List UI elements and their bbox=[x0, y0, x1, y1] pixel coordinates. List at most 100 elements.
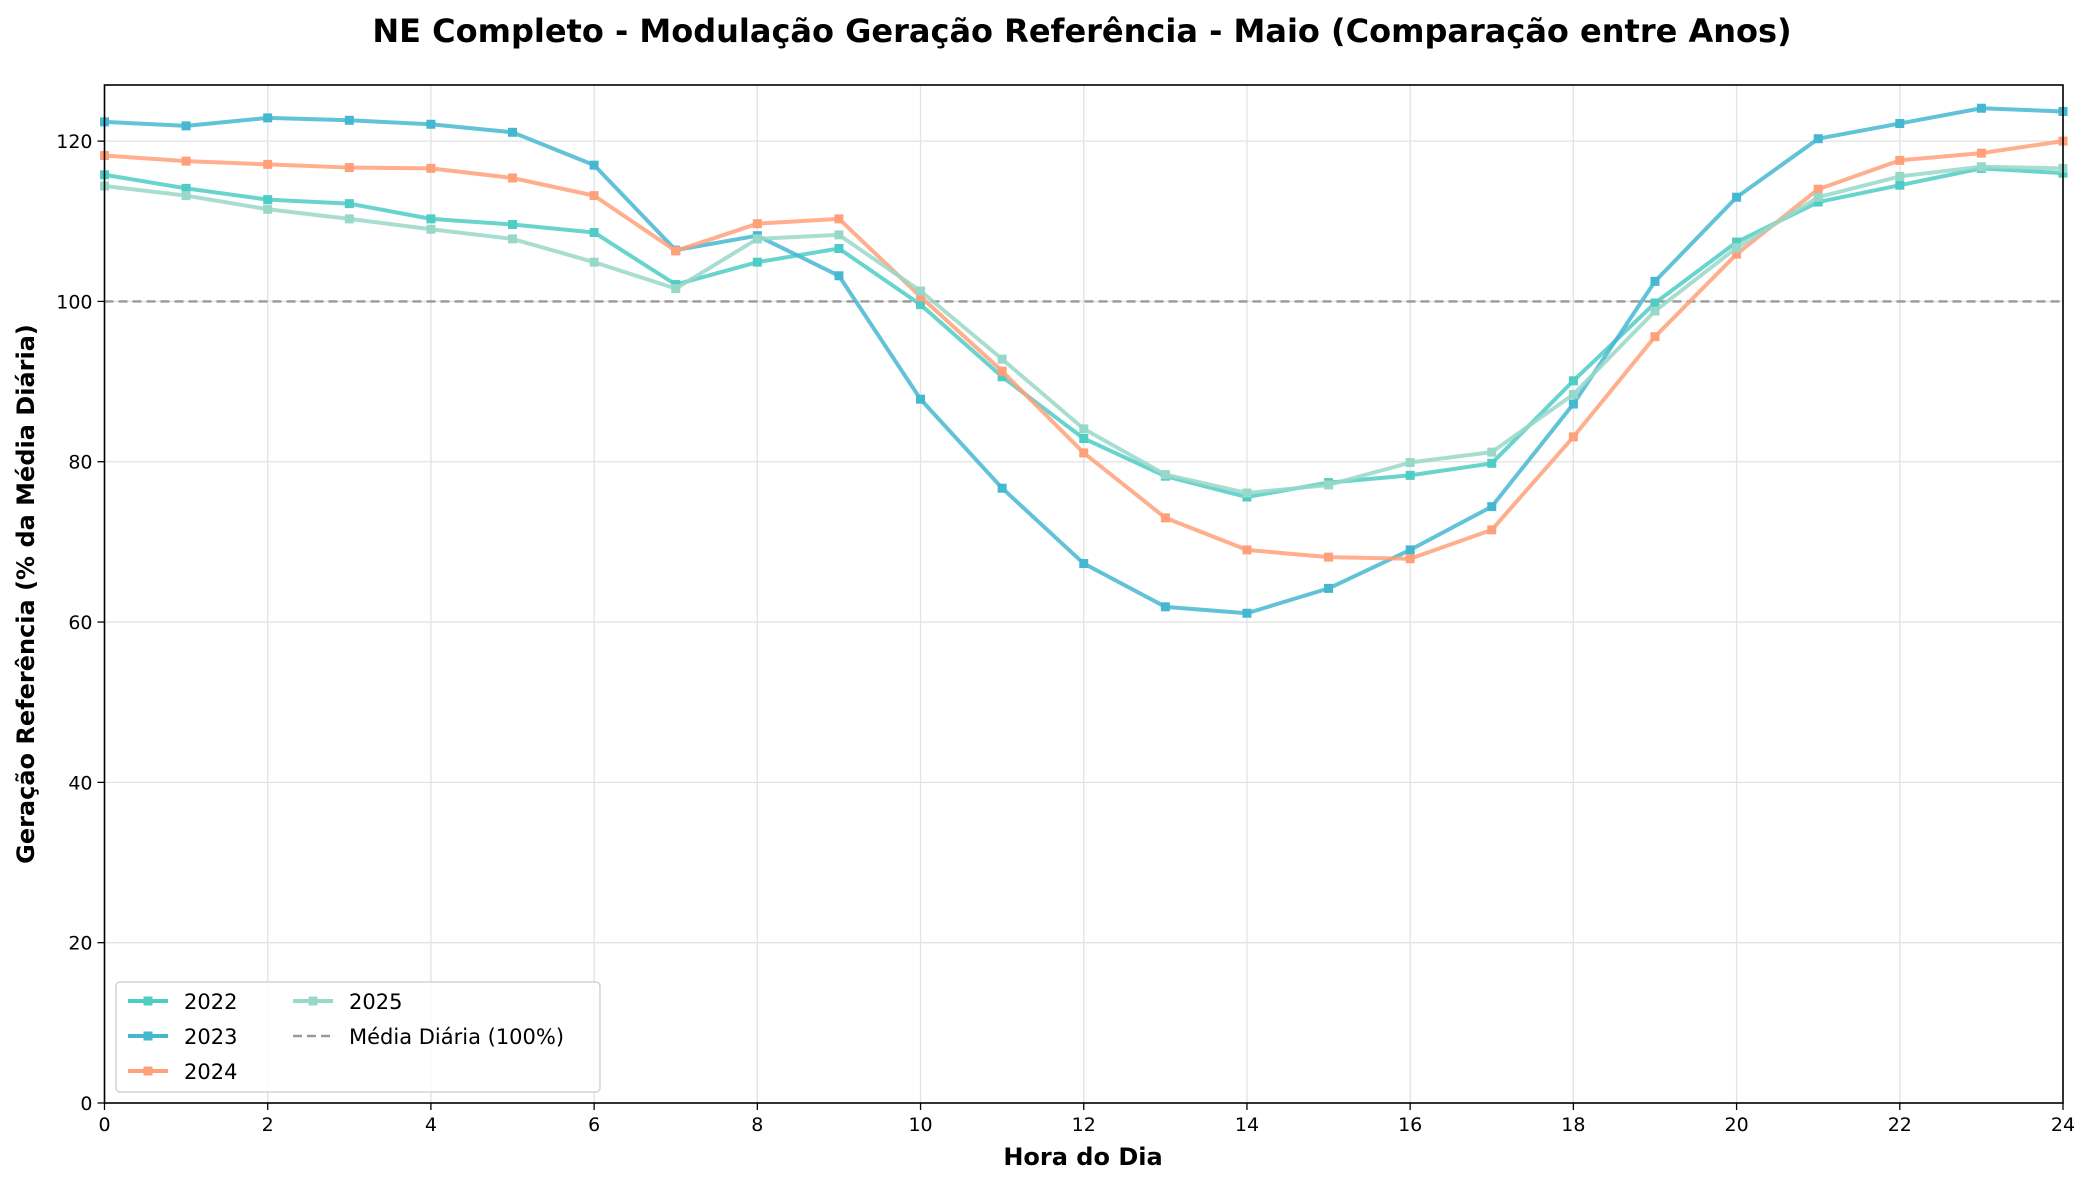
data-point bbox=[1650, 276, 1660, 286]
data-point bbox=[834, 214, 844, 224]
legend-label: Média Diária (100%) bbox=[349, 1025, 564, 1049]
data-point bbox=[1895, 171, 1905, 181]
chart-title: NE Completo - Modulação Geração Referênc… bbox=[372, 12, 1791, 50]
data-point bbox=[426, 119, 436, 129]
data-point bbox=[834, 244, 844, 254]
data-point bbox=[589, 160, 599, 170]
data-point bbox=[263, 159, 273, 169]
y-tick-label: 0 bbox=[80, 1093, 92, 1115]
data-point bbox=[752, 219, 762, 229]
data-point bbox=[1324, 480, 1334, 490]
data-point bbox=[752, 257, 762, 267]
data-point bbox=[1242, 488, 1252, 498]
x-tick-label: 18 bbox=[1561, 1114, 1585, 1136]
data-point bbox=[834, 271, 844, 281]
data-point bbox=[1405, 554, 1415, 564]
legend-box bbox=[115, 981, 601, 1093]
legend-label: 2024 bbox=[184, 1060, 237, 1084]
legend-label: 2023 bbox=[184, 1025, 237, 1049]
data-point bbox=[1324, 552, 1334, 562]
data-point bbox=[1405, 545, 1415, 555]
x-tick-label: 20 bbox=[1724, 1114, 1748, 1136]
data-point bbox=[181, 156, 191, 166]
data-point bbox=[589, 191, 599, 201]
data-point bbox=[916, 300, 926, 310]
data-point bbox=[508, 173, 518, 183]
y-tick-label: 80 bbox=[68, 452, 92, 474]
data-point bbox=[1568, 376, 1578, 386]
data-point bbox=[1976, 103, 1986, 113]
legend-marker bbox=[143, 996, 153, 1006]
data-point bbox=[1242, 608, 1252, 618]
data-point bbox=[1324, 583, 1334, 593]
series-group bbox=[100, 103, 2068, 618]
legend-marker bbox=[143, 1031, 153, 1041]
y-axis: 0 20 40 60 80 100 120 bbox=[56, 131, 105, 1115]
data-point bbox=[916, 394, 926, 404]
data-point bbox=[997, 354, 1007, 364]
data-point bbox=[1079, 433, 1089, 443]
data-point bbox=[181, 121, 191, 131]
data-point bbox=[834, 230, 844, 240]
legend-label: 2022 bbox=[184, 990, 237, 1014]
data-point bbox=[1650, 306, 1660, 316]
data-point bbox=[1813, 192, 1823, 202]
series-2025 bbox=[100, 162, 2068, 498]
data-point bbox=[344, 115, 354, 125]
data-point bbox=[1568, 399, 1578, 409]
x-tick-label: 2 bbox=[262, 1114, 274, 1136]
legend-entry: 2024 bbox=[128, 1060, 237, 1084]
data-point bbox=[671, 246, 681, 256]
data-point bbox=[1895, 118, 1905, 128]
data-point bbox=[344, 199, 354, 209]
x-tick-label: 14 bbox=[1235, 1114, 1259, 1136]
x-tick-label: 4 bbox=[425, 1114, 437, 1136]
data-point bbox=[1079, 448, 1089, 458]
data-point bbox=[1487, 525, 1497, 535]
data-point bbox=[181, 183, 191, 193]
x-tick-label: 10 bbox=[908, 1114, 932, 1136]
data-point bbox=[1732, 243, 1742, 253]
data-point bbox=[508, 219, 518, 229]
legend-entry: Média Diária (100%) bbox=[293, 1025, 564, 1049]
x-tick-label: 6 bbox=[588, 1114, 600, 1136]
legend: 2022 2023 2024 2025 Média Diária (100%) bbox=[115, 981, 601, 1093]
data-point bbox=[1650, 298, 1660, 308]
data-point bbox=[997, 372, 1007, 382]
data-point bbox=[997, 366, 1007, 376]
x-axis: 0 2 4 6 8 10 12 14 16 18 20 22 24 bbox=[98, 1103, 2075, 1136]
legend-entry: 2023 bbox=[128, 1025, 237, 1049]
data-point bbox=[426, 224, 436, 234]
data-point bbox=[1487, 447, 1497, 457]
data-point bbox=[1813, 197, 1823, 207]
data-point bbox=[1160, 513, 1170, 523]
data-point bbox=[508, 127, 518, 137]
data-point bbox=[1813, 134, 1823, 144]
data-point bbox=[589, 257, 599, 267]
y-tick-label: 60 bbox=[68, 612, 92, 634]
data-point bbox=[1895, 155, 1905, 165]
data-point bbox=[1732, 192, 1742, 202]
y-tick-label: 120 bbox=[56, 131, 92, 153]
legend-label: 2025 bbox=[349, 990, 402, 1014]
data-point bbox=[508, 234, 518, 244]
data-point bbox=[916, 292, 926, 302]
data-point bbox=[1813, 184, 1823, 194]
y-tick-label: 100 bbox=[56, 291, 92, 313]
data-point bbox=[1079, 424, 1089, 434]
data-point bbox=[1242, 545, 1252, 555]
data-point bbox=[589, 227, 599, 237]
grid-lines bbox=[103, 85, 2064, 1104]
data-point bbox=[1568, 432, 1578, 442]
data-point bbox=[671, 284, 681, 294]
data-point bbox=[1732, 237, 1742, 247]
data-point bbox=[1568, 389, 1578, 399]
y-tick-label: 40 bbox=[68, 772, 92, 794]
x-tick-label: 22 bbox=[1888, 1114, 1912, 1136]
legend-marker bbox=[143, 1066, 153, 1076]
data-point bbox=[1405, 458, 1415, 468]
x-tick-label: 16 bbox=[1398, 1114, 1422, 1136]
y-tick-label: 20 bbox=[68, 933, 92, 955]
data-point bbox=[1976, 148, 1986, 158]
data-point bbox=[997, 483, 1007, 493]
